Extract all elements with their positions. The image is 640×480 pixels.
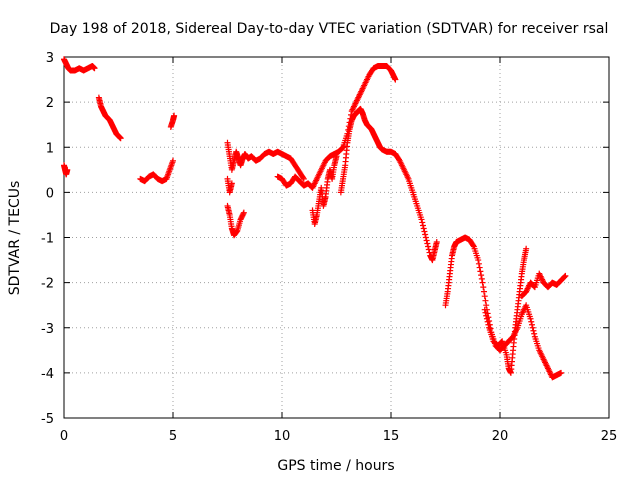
y-axis-label: SDTVAR / TECUs	[7, 181, 23, 296]
x-tick-label: 25	[601, 429, 618, 444]
data-point	[484, 318, 491, 325]
data-point	[423, 237, 430, 244]
data-point	[345, 123, 352, 130]
data-point	[482, 309, 489, 316]
data-point	[422, 234, 429, 241]
data-point	[527, 315, 534, 322]
y-tick-label: 2	[46, 96, 54, 111]
data-point	[348, 111, 355, 118]
data-point	[419, 219, 426, 226]
y-tick-label: -1	[41, 232, 54, 247]
data-point	[433, 239, 440, 246]
data-point	[240, 209, 247, 216]
data-point	[418, 216, 425, 223]
x-tick-label: 0	[60, 429, 68, 444]
data-point	[171, 112, 178, 119]
data-point	[478, 272, 485, 279]
data-point	[300, 174, 307, 181]
data-point	[483, 315, 490, 322]
data-point	[561, 273, 568, 280]
data-point	[64, 166, 71, 173]
data-point	[333, 153, 340, 160]
data-point	[562, 272, 569, 279]
data-point	[477, 268, 484, 275]
data-point	[425, 243, 432, 250]
chart-title: Day 198 of 2018, Sidereal Day-to-day VTE…	[50, 21, 609, 37]
data-point	[345, 126, 352, 133]
data-point	[558, 369, 565, 376]
data-point	[483, 312, 490, 319]
data-point	[478, 275, 485, 282]
data-point	[422, 231, 429, 238]
data-point	[528, 318, 535, 325]
y-tick-label: -5	[41, 412, 54, 427]
data-point	[228, 180, 235, 187]
data-point	[347, 115, 354, 122]
data-point	[470, 242, 477, 249]
data-point	[420, 225, 427, 232]
data-point	[476, 264, 483, 271]
data-point	[425, 246, 432, 253]
x-axis-label: GPS time / hours	[277, 458, 394, 474]
data-point	[346, 119, 353, 126]
data-point	[419, 222, 426, 229]
x-tick-label: 5	[169, 429, 177, 444]
y-tick-label: 1	[46, 141, 54, 156]
data-point	[91, 65, 98, 72]
data-point	[528, 321, 535, 328]
data-point	[344, 130, 351, 137]
data-point	[479, 279, 486, 286]
data-point	[170, 157, 176, 164]
y-tick-label: -4	[41, 367, 54, 382]
data-point	[300, 175, 307, 182]
y-tick-label: -3	[41, 322, 54, 337]
data-point	[480, 284, 487, 291]
x-tick-label: 10	[274, 429, 291, 444]
data-point	[530, 327, 537, 334]
data-point	[117, 135, 124, 142]
data-points	[61, 56, 569, 381]
data-point	[475, 260, 482, 267]
y-tick-label: 3	[46, 51, 54, 66]
data-point	[392, 76, 399, 83]
x-tick-label: 20	[492, 429, 509, 444]
data-point	[481, 288, 488, 295]
y-tick-label: 0	[46, 186, 54, 201]
data-point	[481, 306, 488, 313]
data-point	[483, 302, 490, 309]
data-point	[424, 240, 431, 247]
data-point	[481, 293, 488, 300]
data-point	[339, 145, 346, 152]
data-point	[475, 257, 482, 264]
data-point	[523, 245, 530, 252]
x-tick-label: 15	[383, 429, 400, 444]
data-point	[421, 228, 428, 235]
y-tick-label: -2	[41, 277, 54, 292]
data-point	[485, 321, 492, 328]
axis-ticks: 0 5 10 15 20 25 -5 -4 -3 -2 -1 0 1 2 3	[41, 51, 617, 444]
grid-lines	[64, 57, 609, 418]
data-point	[531, 330, 538, 337]
data-point	[529, 324, 536, 331]
data-point	[482, 297, 489, 304]
